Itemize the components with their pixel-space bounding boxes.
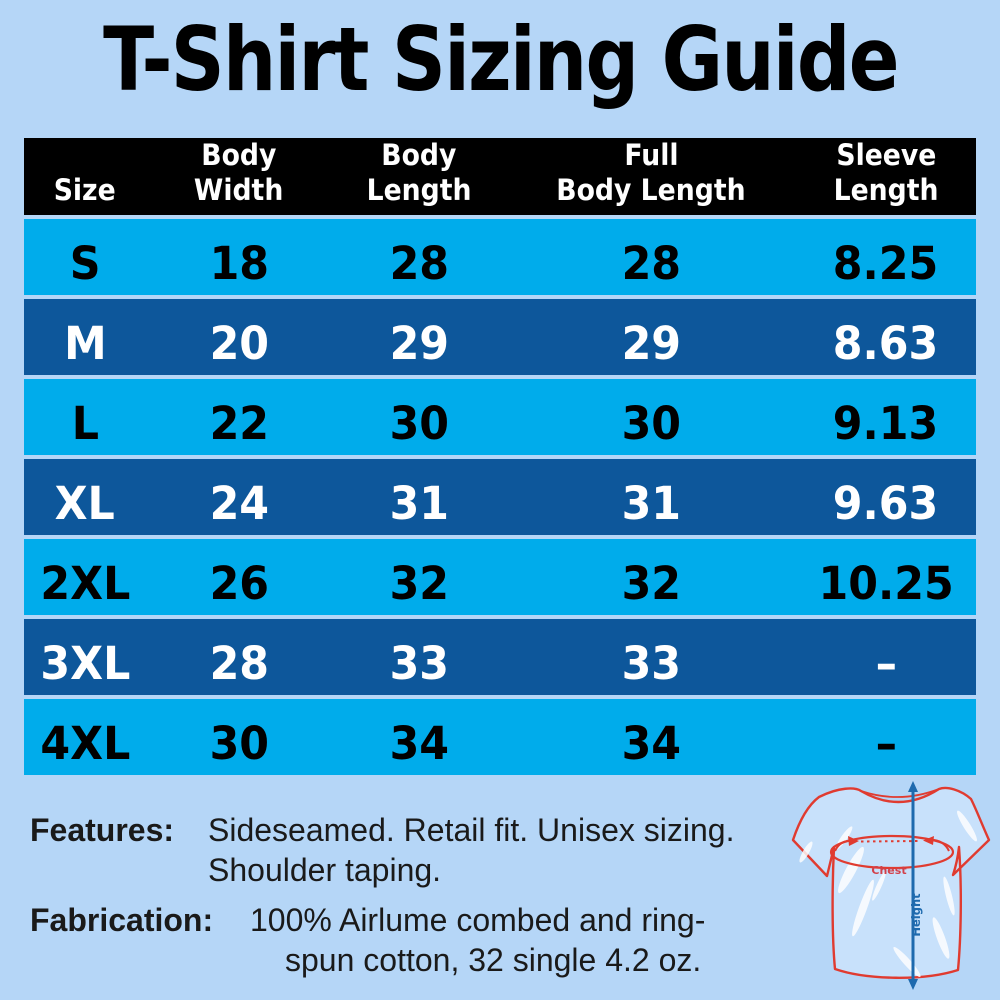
features-line2: Shoulder taping.	[208, 852, 442, 888]
sleeve-length-cell: 8.25	[833, 236, 939, 290]
table-row-4xl: 4XL 30 34 34 –	[24, 699, 976, 775]
features-label: Features:	[30, 812, 175, 848]
body-width-cell: 22	[209, 396, 269, 450]
chest-dotted-line	[860, 840, 922, 843]
features-line1: Sideseamed. Retail fit. Unisex sizing.	[208, 812, 735, 848]
body-length-cell: 29	[389, 316, 449, 370]
full-body-length-cell: 30	[621, 396, 681, 450]
full-body-length-cell: 31	[621, 476, 681, 530]
full-body-length-cell: 34	[621, 716, 681, 770]
fabrication-line2: spun cotton, 32 single 4.2 oz.	[285, 942, 702, 978]
fabrication-note: Fabrication: 100% Airlume combed and rin…	[30, 900, 705, 980]
body-width-cell: 18	[209, 236, 269, 290]
sleeve-length-cell: 10.25	[818, 556, 954, 610]
body-width-cell: 30	[209, 716, 269, 770]
height-arrow-top-head-icon	[908, 781, 918, 792]
size-cell: L	[71, 396, 99, 450]
full-body-length-cell: 28	[621, 236, 681, 290]
table-row-s: S 18 28 28 8.25	[24, 219, 976, 295]
sleeve-length-cell: 9.63	[833, 476, 939, 530]
header-cell-sleeve-length: Sleeve Length	[833, 138, 939, 207]
body-width-cell: 20	[209, 316, 269, 370]
body-length-cell: 32	[389, 556, 449, 610]
features-text: Sideseamed. Retail fit. Unisex sizing. S…	[208, 810, 734, 890]
table-row-3xl: 3XL 28 33 33 –	[24, 619, 976, 695]
table-row-2xl: 2XL 26 32 32 10.25	[24, 539, 976, 615]
body-width-cell: 28	[209, 636, 269, 690]
sleeve-length-cell: –	[875, 636, 897, 690]
fabric-highlights	[799, 810, 977, 978]
header-cell-full-body-length: Full Body Length	[556, 138, 746, 207]
sleeve-length-cell: –	[875, 716, 897, 770]
table-row-m: M 20 29 29 8.63	[24, 299, 976, 375]
header-cell-body-length: Body Length	[366, 138, 472, 207]
tshirt-measurement-diagram: Chest Height	[791, 781, 991, 990]
full-body-length-cell: 32	[621, 556, 681, 610]
sizing-table: Size Body Width Body Length Full Body Le…	[24, 138, 976, 775]
sleeve-length-cell: 8.63	[833, 316, 939, 370]
body-length-cell: 28	[389, 236, 449, 290]
body-width-cell: 26	[209, 556, 269, 610]
body-width-cell: 24	[209, 476, 269, 530]
size-cell: XL	[54, 476, 116, 530]
page-title: T-Shirt Sizing Guide	[0, 6, 1000, 114]
body-length-cell: 33	[389, 636, 449, 690]
collar-line	[860, 788, 940, 798]
fabrication-label: Fabrication:	[30, 902, 214, 938]
height-label: Height	[909, 893, 923, 937]
chest-arrow-left-head-icon	[848, 836, 859, 846]
size-cell: 3XL	[40, 636, 130, 690]
header-cell-body-width: Body Width	[194, 138, 284, 207]
full-body-length-cell: 33	[621, 636, 681, 690]
fabrication-text: 100% Airlume combed and ring- spun cotto…	[250, 900, 705, 980]
body-length-cell: 34	[389, 716, 449, 770]
header-cell-size: Size	[54, 173, 116, 207]
height-arrow-bottom-head-icon	[908, 979, 918, 990]
size-cell: 4XL	[40, 716, 130, 770]
sleeve-length-cell: 9.13	[833, 396, 939, 450]
features-note: Features: Sideseamed. Retail fit. Unisex…	[30, 810, 734, 890]
size-cell: S	[69, 236, 101, 290]
table-row-l: L 22 30 30 9.13	[24, 379, 976, 455]
table-row-xl: XL 24 31 31 9.63	[24, 459, 976, 535]
size-cell: 2XL	[40, 556, 130, 610]
chest-ellipse	[829, 834, 955, 870]
body-length-cell: 30	[389, 396, 449, 450]
full-body-length-cell: 29	[621, 316, 681, 370]
chest-label: Chest	[871, 864, 906, 877]
size-cell: M	[63, 316, 107, 370]
chest-arrow-right-head-icon	[923, 836, 934, 845]
fabrication-line1: 100% Airlume combed and ring-	[250, 902, 706, 938]
body-length-cell: 31	[389, 476, 449, 530]
table-header-row: Size Body Width Body Length Full Body Le…	[24, 138, 976, 215]
page-title-text: T-Shirt Sizing Guide	[102, 8, 899, 111]
